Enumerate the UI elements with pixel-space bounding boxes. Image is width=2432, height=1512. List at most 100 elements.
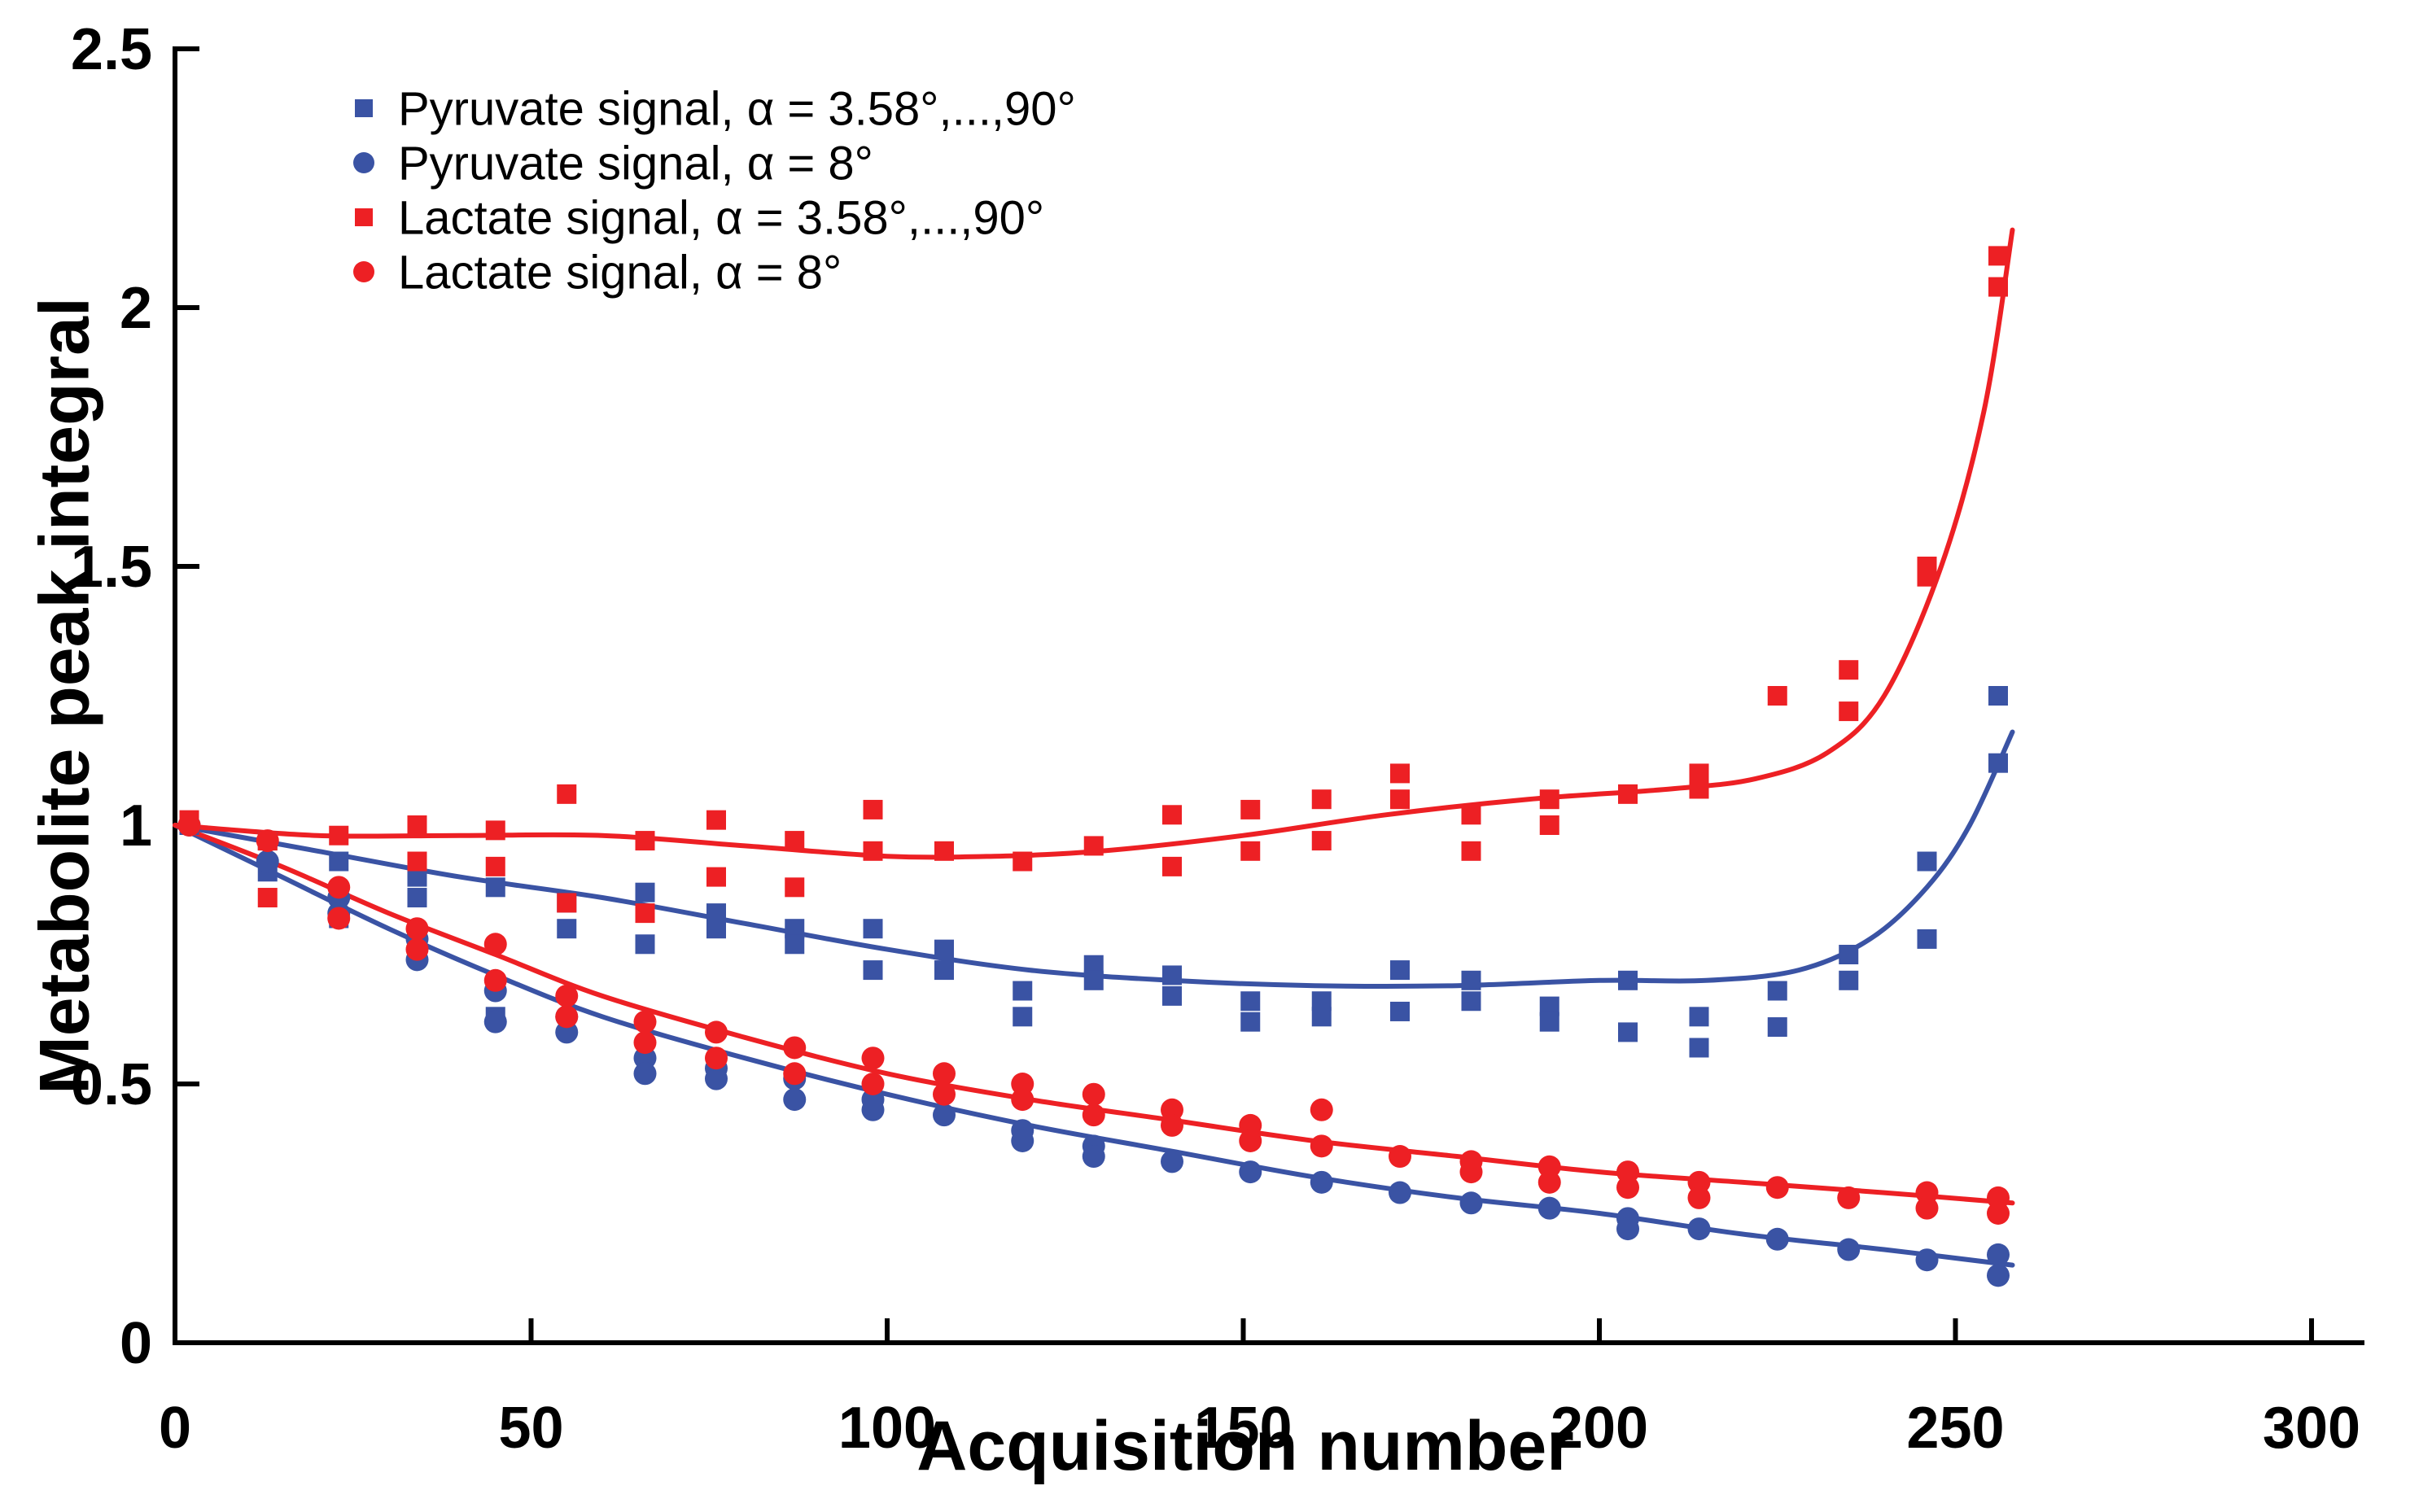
legend-marker-circle: [353, 261, 374, 282]
data-point-square: [557, 893, 577, 913]
data-point-square: [1839, 701, 1859, 722]
data-point-square: [1689, 1007, 1709, 1027]
legend-label: Pyruvate signal, α = 8°: [398, 137, 873, 190]
data-point-square: [1689, 779, 1709, 799]
data-point-square: [1083, 970, 1104, 990]
legend-marker-square: [355, 208, 373, 226]
data-point-circle: [861, 1098, 885, 1121]
data-point-circle: [861, 1073, 885, 1095]
y-axis-label: Metabolite peak integral: [25, 297, 104, 1095]
data-point-circle: [783, 1088, 807, 1112]
x-tick-label: 200: [1551, 1396, 1648, 1461]
data-point-square: [1311, 1007, 1332, 1027]
legend-label: Lactate signal, α = 8°: [398, 246, 842, 299]
data-point-circle: [483, 933, 507, 956]
data-point-square: [1390, 789, 1410, 810]
data-point-circle: [405, 937, 429, 961]
data-point-circle: [783, 1036, 807, 1060]
data-point-square: [785, 934, 805, 955]
data-point-square: [1240, 799, 1261, 819]
data-point-circle: [1915, 1196, 1939, 1220]
x-tick-label: 250: [1906, 1396, 2004, 1461]
data-point-circle: [1011, 1129, 1034, 1152]
data-point-square: [635, 882, 655, 902]
data-point-square: [557, 784, 577, 804]
data-point-square: [485, 856, 505, 876]
data-point-circle: [1837, 1186, 1861, 1209]
y-tick-label: 0: [120, 1311, 152, 1376]
data-point-circle: [1837, 1238, 1861, 1261]
data-point-square: [1618, 1022, 1638, 1042]
fit-curve-pyruvate-vfa: [173, 729, 2015, 989]
data-point-circle: [1987, 1243, 2010, 1266]
data-point-square: [1839, 945, 1859, 964]
data-point-square: [1917, 929, 1937, 949]
data-point-square: [1618, 784, 1638, 804]
data-point-circle: [1616, 1217, 1639, 1241]
data-point-square: [257, 888, 278, 908]
data-point-square: [1013, 981, 1033, 1001]
y-tick-label: 1.5: [71, 535, 152, 600]
x-tick-label: 150: [1194, 1396, 1292, 1461]
data-point-circle: [1459, 1191, 1483, 1215]
data-point-circle: [1161, 1113, 1183, 1137]
data-point-square: [706, 810, 726, 830]
data-point-square: [557, 919, 577, 939]
legend-marker-square: [355, 99, 373, 117]
data-point-square: [407, 815, 427, 835]
data-point-circle: [1687, 1217, 1711, 1241]
data-point-circle: [1310, 1134, 1333, 1158]
data-point-square: [485, 820, 505, 841]
data-point-square: [1461, 991, 1481, 1012]
x-tick-label: 100: [838, 1396, 936, 1461]
data-point-square: [635, 831, 655, 851]
data-point-circle: [1537, 1196, 1561, 1220]
data-point-circle: [1459, 1160, 1483, 1184]
data-point-circle: [933, 1062, 956, 1086]
series-points-pyruvate-vfa: [179, 686, 2008, 1058]
data-point-square: [407, 851, 427, 872]
data-point-square: [1917, 566, 1937, 587]
data-point-circle: [1389, 1181, 1411, 1204]
y-tick-label: 0.5: [71, 1052, 152, 1117]
data-point-square: [1988, 246, 2008, 266]
y-tick-label: 1: [120, 793, 152, 859]
legend-label: Lactate signal, α = 3.58°,...,90°: [398, 191, 1044, 244]
data-point-square: [1461, 841, 1481, 861]
series-points-lactate-8: [177, 814, 2010, 1225]
data-point-circle: [705, 1047, 728, 1070]
data-point-circle: [1987, 1202, 2010, 1225]
data-point-circle: [1011, 1088, 1034, 1112]
data-point-square: [1013, 1007, 1033, 1027]
data-point-square: [1767, 981, 1787, 1001]
data-point-circle: [705, 1067, 728, 1090]
legend-item-lactate-vfa: Lactate signal, α = 3.58°,...,90°: [355, 191, 1044, 244]
data-point-circle: [633, 1010, 657, 1033]
data-point-square: [1461, 970, 1481, 990]
legend-item-lactate-8: Lactate signal, α = 8°: [353, 246, 842, 299]
data-point-circle: [177, 814, 201, 837]
data-point-square: [1240, 841, 1261, 861]
data-point-square: [407, 888, 427, 908]
data-point-circle: [256, 850, 279, 873]
data-point-circle: [1310, 1098, 1333, 1121]
data-point-circle: [1389, 1145, 1411, 1169]
data-point-square: [635, 934, 655, 955]
x-tick-label: 300: [2263, 1396, 2360, 1461]
data-point-circle: [1082, 1103, 1105, 1127]
data-point-circle: [1987, 1264, 2010, 1287]
legend-label: Pyruvate signal, α = 3.58°,...,90°: [398, 82, 1076, 135]
legend-item-pyruvate-vfa: Pyruvate signal, α = 3.58°,...,90°: [355, 82, 1076, 135]
data-point-circle: [1310, 1170, 1333, 1194]
data-point-square: [934, 841, 954, 861]
data-point-square: [1917, 851, 1937, 872]
data-point-square: [1839, 970, 1859, 990]
legend-marker-circle: [353, 152, 374, 173]
data-point-square: [635, 903, 655, 924]
data-point-square: [1240, 1012, 1261, 1032]
y-tick-label: 2.5: [71, 17, 152, 82]
x-tick-label: 50: [498, 1396, 563, 1461]
data-point-square: [1390, 1001, 1410, 1021]
